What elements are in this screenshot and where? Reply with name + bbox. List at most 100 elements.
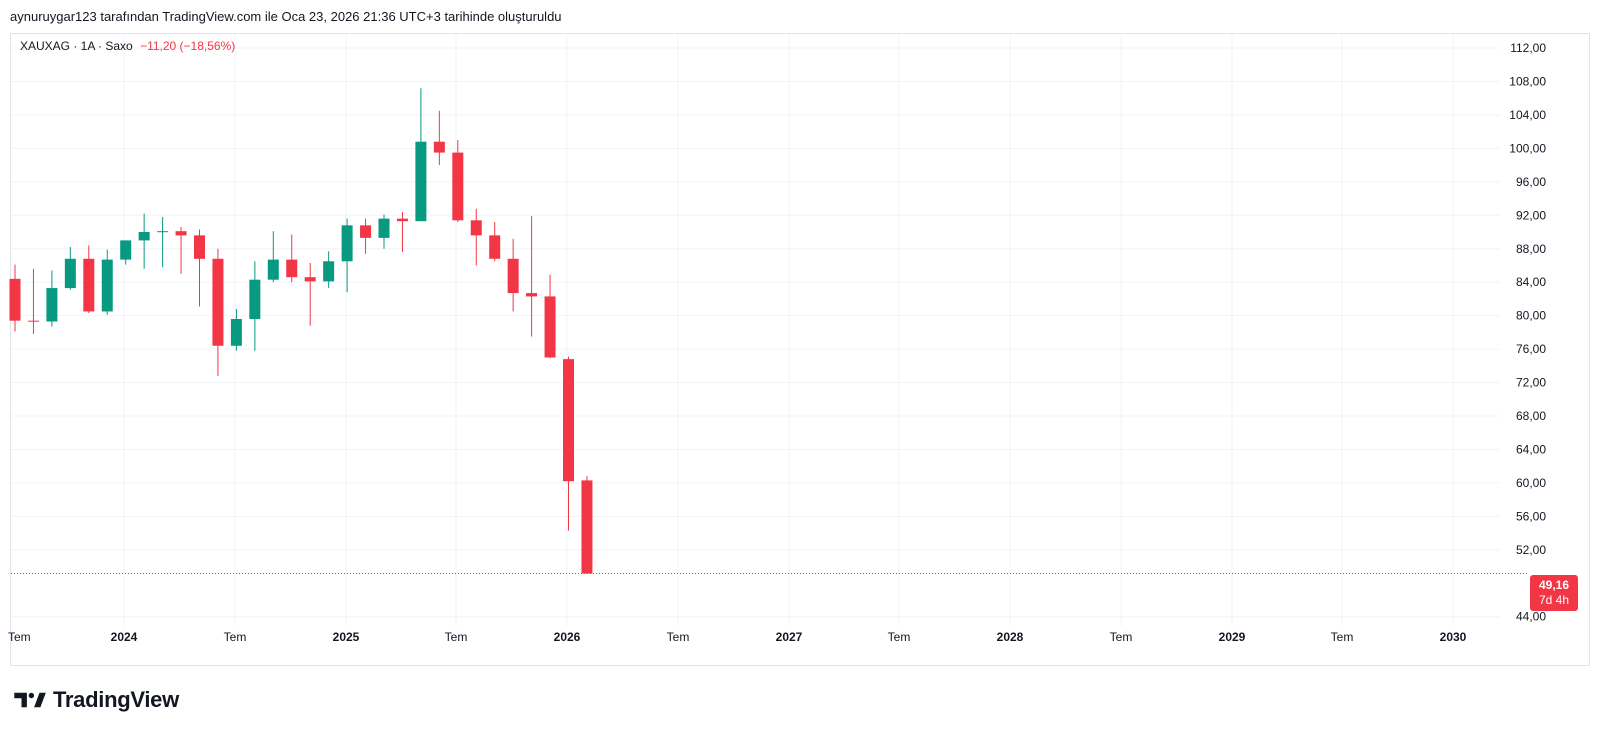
candle[interactable] — [64, 247, 76, 290]
x-tick-label: Tem — [667, 630, 690, 644]
y-tick-label: 52,00 — [1516, 543, 1546, 557]
candle-body — [157, 231, 169, 233]
tradingview-logo[interactable]: TradingView — [14, 687, 179, 712]
candle[interactable] — [470, 208, 482, 266]
candle[interactable] — [489, 221, 501, 262]
y-tick-label: 72,00 — [1516, 376, 1546, 390]
candle-body — [433, 141, 445, 153]
x-tick-label: 2029 — [1219, 630, 1246, 644]
candle[interactable] — [83, 245, 95, 314]
candle[interactable] — [360, 218, 372, 254]
x-tick-label: Tem — [224, 630, 247, 644]
candle[interactable] — [27, 268, 39, 335]
candle[interactable] — [249, 261, 261, 351]
candle[interactable] — [452, 140, 464, 222]
candle[interactable] — [267, 231, 279, 283]
last-price-label: 49,16 7d 4h — [1530, 575, 1578, 611]
candle[interactable] — [212, 248, 224, 376]
candle[interactable] — [101, 249, 113, 315]
candle-body — [526, 293, 538, 297]
y-tick-label: 44,00 — [1516, 610, 1546, 624]
candle-body — [46, 288, 58, 322]
symbol-legend[interactable]: XAUXAG · 1A · Saxo −11,20 (−18,56%) — [20, 39, 235, 53]
candle-body — [489, 235, 501, 259]
candle[interactable] — [323, 251, 335, 289]
x-tick-label: Tem — [1331, 630, 1354, 644]
candle[interactable] — [304, 262, 316, 326]
candle[interactable] — [194, 229, 205, 307]
candle-body — [212, 258, 224, 346]
y-tick-label: 76,00 — [1516, 342, 1546, 356]
last-price-value: 49,16 — [1538, 578, 1570, 592]
y-tick-label: 112,00 — [1510, 41, 1546, 55]
candle[interactable] — [175, 227, 187, 274]
x-tick-label: 2025 — [333, 630, 360, 644]
x-tick-label: 2026 — [554, 630, 581, 644]
y-tick-label: 68,00 — [1516, 409, 1546, 423]
y-tick-label: 92,00 — [1516, 208, 1546, 222]
candle-body — [230, 318, 242, 346]
candle-body — [267, 259, 279, 280]
candle[interactable] — [415, 88, 427, 222]
price-axis: 112,00 108,00 104,00 100,00 96,00 92,00 88,00 8… — [1509, 41, 1546, 624]
candle-body — [304, 277, 316, 282]
price-change: −11,20 (−18,56%) — [140, 39, 236, 53]
candle-body — [27, 320, 39, 322]
x-tick-label: 2030 — [1440, 630, 1467, 644]
x-tick-label: Tem — [1110, 630, 1133, 644]
x-tick-label: Tem — [8, 630, 31, 644]
y-tick-label: 100,00 — [1509, 141, 1546, 155]
candle[interactable] — [230, 308, 242, 351]
candle[interactable] — [157, 216, 169, 268]
candle[interactable] — [433, 110, 445, 166]
candle-body — [194, 235, 205, 259]
candle[interactable] — [526, 216, 538, 337]
candle[interactable] — [563, 356, 574, 531]
tradingview-logo-icon — [14, 692, 46, 708]
y-tick-label: 56,00 — [1516, 509, 1546, 523]
candle-body — [286, 259, 298, 278]
chart-caption: aynuruygar123 tarafından TradingView.com… — [10, 9, 562, 24]
candle[interactable] — [138, 213, 150, 269]
candle-body — [120, 240, 132, 260]
chart-frame — [10, 33, 1590, 666]
candle[interactable] — [396, 211, 408, 253]
y-tick-label: 84,00 — [1516, 275, 1546, 289]
candle-body — [544, 296, 556, 358]
candle[interactable] — [581, 476, 593, 574]
y-tick-label: 108,00 — [1509, 75, 1546, 89]
x-tick-label: 2027 — [776, 630, 803, 644]
y-tick-label: 60,00 — [1516, 476, 1546, 490]
x-tick-label: Tem — [445, 630, 468, 644]
candle-body — [175, 231, 187, 236]
time-axis: Tem 2024 Tem 2025 Tem 2026 Tem 2027 Tem 2028 Tem 20… — [8, 630, 1467, 644]
candle[interactable] — [46, 270, 58, 327]
candle[interactable] — [507, 238, 519, 312]
candle[interactable] — [9, 264, 21, 332]
candle-body — [101, 259, 113, 312]
candle-body — [507, 258, 519, 294]
x-tick-label: 2028 — [997, 630, 1024, 644]
candle-body — [249, 279, 261, 319]
y-tick-label: 104,00 — [1509, 108, 1546, 122]
candle-body — [415, 141, 427, 222]
x-tick-label: Tem — [888, 630, 911, 644]
candle-body — [64, 258, 76, 289]
candle-body — [9, 278, 21, 321]
candle-body — [83, 258, 95, 312]
candle-body — [341, 225, 353, 262]
y-tick-label: 80,00 — [1516, 309, 1546, 323]
bar-countdown: 7d 4h — [1538, 593, 1570, 607]
candle-body — [138, 232, 150, 241]
candle[interactable] — [120, 240, 132, 265]
candle[interactable] — [341, 218, 353, 293]
candle-body — [360, 225, 372, 238]
candle-body — [378, 218, 390, 238]
y-tick-label: 64,00 — [1516, 442, 1546, 456]
candle-body — [452, 152, 464, 221]
candle[interactable] — [286, 234, 298, 283]
candle-body — [396, 218, 408, 222]
candle[interactable] — [544, 274, 556, 359]
candle[interactable] — [378, 214, 390, 249]
